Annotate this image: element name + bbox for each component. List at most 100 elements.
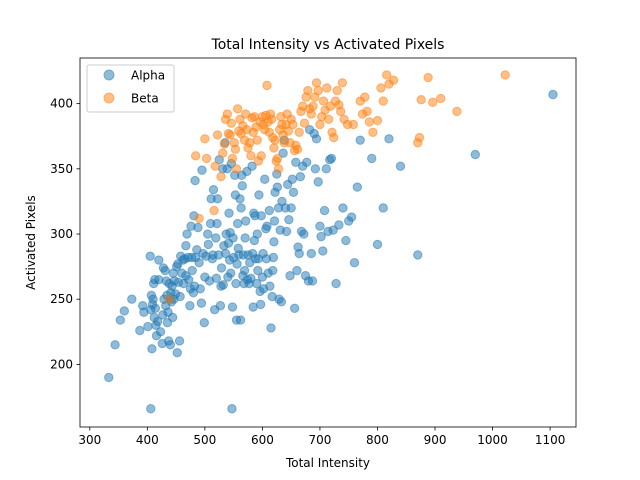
data-point-alpha-95 — [212, 218, 222, 229]
data-point-alpha-122 — [231, 278, 241, 289]
data-point-alpha-232 — [372, 239, 383, 250]
data-point-beta-2 — [194, 213, 204, 224]
data-point-beta-104 — [376, 83, 386, 93]
data-point-beta-108 — [388, 75, 399, 85]
data-point-beta-1 — [190, 151, 201, 161]
data-point-alpha-75 — [193, 222, 203, 233]
data-point-beta-67 — [292, 144, 303, 154]
data-point-alpha-211 — [311, 134, 322, 144]
x-tick-label: 900 — [424, 433, 447, 447]
data-point-alpha-221 — [328, 225, 338, 235]
data-point-alpha-156 — [254, 190, 264, 200]
data-point-beta-92 — [335, 106, 346, 117]
data-point-alpha-153 — [252, 229, 262, 239]
data-point-alpha-207 — [306, 248, 317, 259]
data-point-alpha-225 — [341, 235, 351, 246]
data-point-alpha-136 — [239, 265, 250, 276]
data-point-beta-5 — [209, 205, 219, 216]
data-point-alpha-1 — [110, 340, 120, 350]
data-point-alpha-145 — [247, 161, 257, 171]
data-point-alpha-138 — [241, 216, 251, 226]
data-point-beta-110 — [414, 132, 425, 143]
data-point-alpha-30 — [160, 265, 170, 276]
data-point-alpha-94 — [211, 273, 222, 284]
data-point-alpha-214 — [316, 231, 326, 242]
data-point-alpha-237 — [470, 149, 480, 160]
x-tick-label: 400 — [136, 433, 159, 447]
data-point-alpha-5 — [135, 325, 145, 336]
y-tick-label: 350 — [50, 162, 73, 176]
data-point-beta-6 — [210, 161, 220, 171]
data-point-alpha-170 — [266, 323, 276, 333]
data-point-beta-18 — [230, 144, 241, 154]
data-point-alpha-163 — [260, 174, 270, 184]
data-point-beta-68 — [294, 127, 304, 138]
data-point-alpha-117 — [227, 302, 238, 312]
data-point-beta-75 — [306, 109, 317, 119]
data-point-alpha-84 — [203, 229, 213, 239]
data-point-beta-10 — [219, 139, 230, 149]
data-point-alpha-202 — [299, 229, 309, 239]
data-point-beta-52 — [272, 153, 283, 164]
data-point-alpha-64 — [185, 301, 195, 311]
data-point-beta-114 — [436, 93, 446, 104]
data-point-beta-64 — [288, 119, 298, 130]
data-point-beta-47 — [266, 114, 277, 124]
data-point-alpha-52 — [174, 336, 185, 346]
data-point-alpha-235 — [395, 161, 406, 171]
data-point-alpha-234 — [384, 134, 394, 144]
data-point-alpha-96 — [212, 194, 223, 204]
data-point-alpha-173 — [268, 252, 279, 263]
data-point-alpha-125 — [232, 218, 243, 229]
data-point-beta-43 — [262, 80, 272, 91]
data-point-alpha-199 — [295, 171, 306, 182]
data-point-alpha-212 — [313, 177, 323, 187]
data-point-alpha-222 — [331, 278, 341, 289]
data-point-alpha-233 — [378, 203, 388, 213]
data-point-alpha-169 — [265, 281, 275, 291]
data-point-alpha-195 — [291, 157, 301, 168]
x-tick-label: 800 — [366, 433, 389, 447]
data-point-alpha-228 — [349, 258, 360, 268]
data-point-beta-112 — [423, 72, 433, 83]
data-point-alpha-103 — [218, 280, 228, 290]
data-point-alpha-53 — [175, 291, 185, 302]
data-point-alpha-79 — [197, 165, 207, 175]
data-point-alpha-60 — [181, 241, 191, 251]
chart-title: Total Intensity vs Activated Pixels — [211, 37, 445, 53]
data-point-alpha-49 — [172, 347, 182, 358]
data-point-beta-38 — [256, 151, 266, 161]
data-point-beta-103 — [372, 115, 383, 126]
data-point-alpha-124 — [232, 259, 242, 269]
data-point-alpha-118 — [228, 233, 238, 243]
x-tick-label: 700 — [308, 433, 331, 447]
data-point-beta-30 — [246, 151, 256, 161]
data-point-beta-53 — [273, 164, 284, 174]
data-point-beta-105 — [378, 96, 388, 106]
data-point-alpha-208 — [307, 276, 318, 286]
data-point-beta-82 — [318, 96, 329, 106]
legend-label-alpha: Alpha — [131, 69, 165, 83]
data-point-alpha-210 — [310, 164, 321, 174]
data-point-alpha-4 — [127, 294, 137, 304]
data-point-alpha-11 — [146, 404, 156, 414]
data-point-beta-14 — [225, 130, 235, 140]
y-axis-label: Activated Pixels — [24, 195, 38, 290]
data-point-beta-90 — [332, 85, 342, 96]
data-point-beta-99 — [360, 92, 370, 102]
data-point-alpha-159 — [256, 211, 266, 221]
data-point-alpha-24 — [154, 255, 164, 265]
data-point-alpha-154 — [253, 265, 263, 276]
data-point-alpha-116 — [227, 404, 237, 414]
data-point-alpha-193 — [288, 187, 299, 198]
data-point-alpha-91 — [208, 184, 219, 195]
data-point-beta-20 — [232, 104, 243, 114]
data-point-beta-50 — [270, 135, 280, 145]
data-point-alpha-39 — [165, 340, 176, 350]
x-tick-label: 500 — [193, 433, 216, 447]
data-point-alpha-182 — [276, 297, 287, 307]
data-point-alpha-230 — [355, 135, 365, 145]
data-point-alpha-191 — [286, 203, 296, 213]
